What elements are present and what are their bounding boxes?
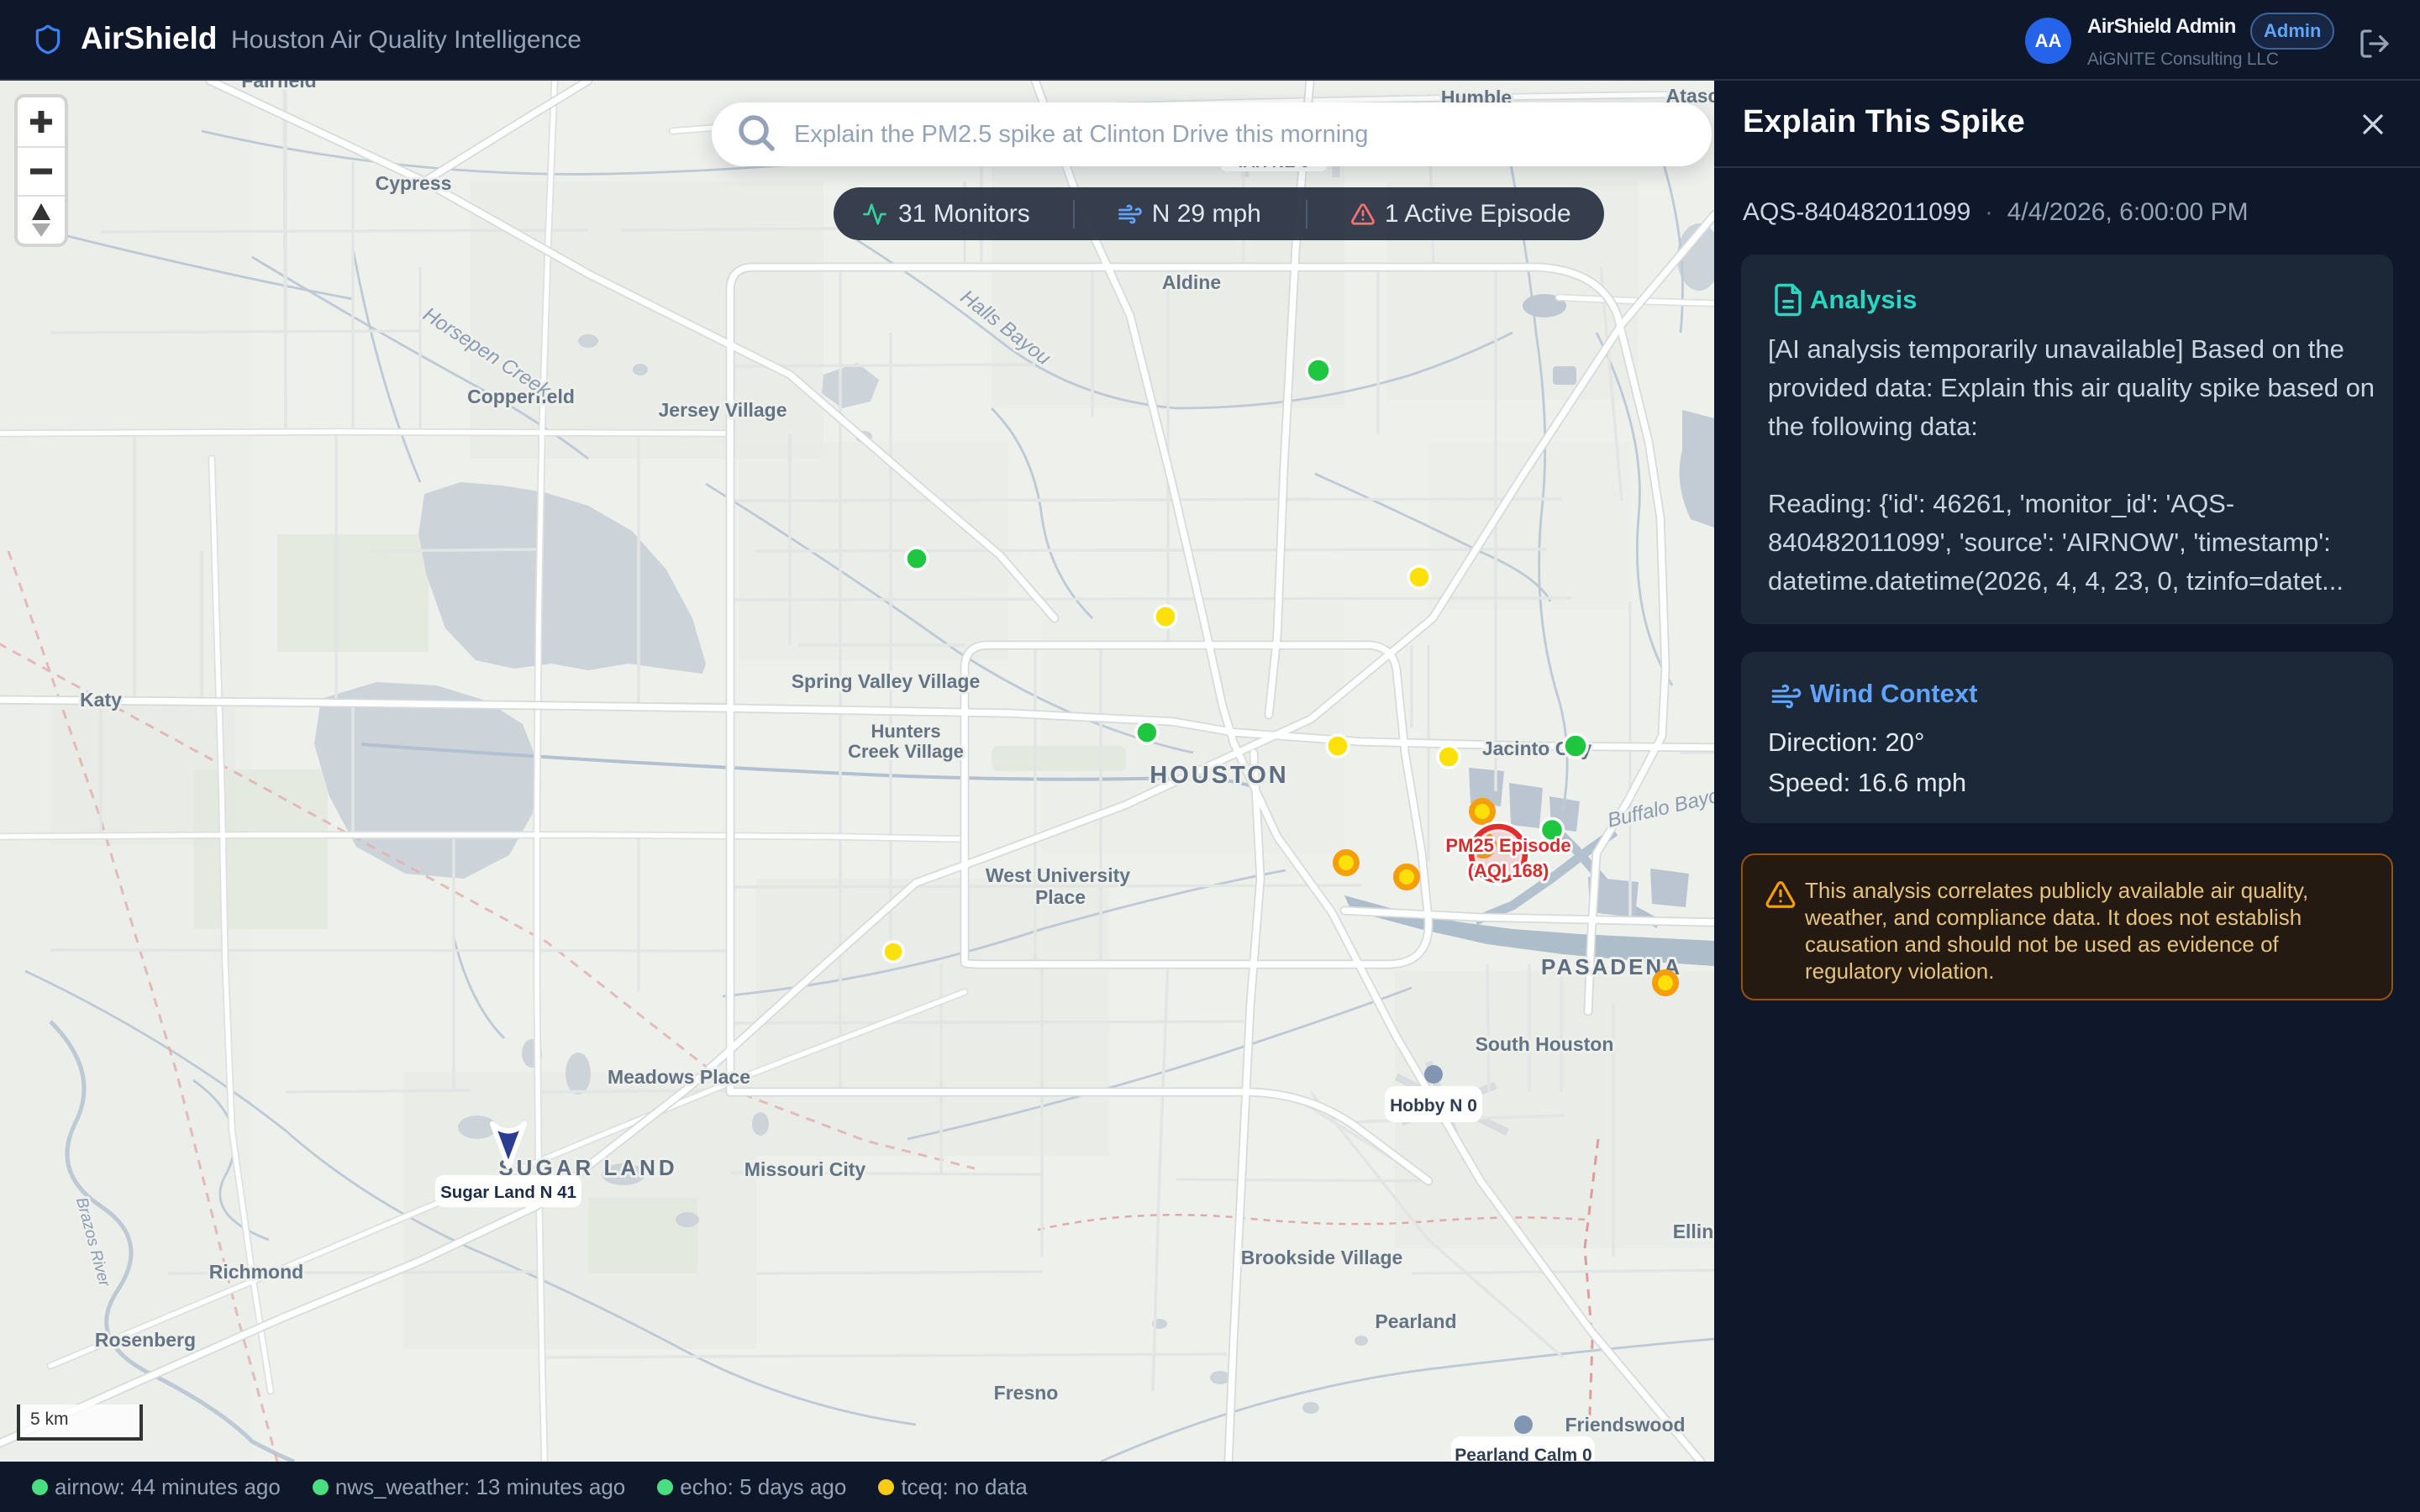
svg-text:PM25 Episode: PM25 Episode xyxy=(1445,835,1570,856)
svg-text:Richmond: Richmond xyxy=(209,1261,303,1283)
svg-text:Friendswood: Friendswood xyxy=(1565,1414,1685,1436)
svg-text:Aldine: Aldine xyxy=(1162,271,1221,293)
svg-text:Pearland Calm 0: Pearland Calm 0 xyxy=(1455,1446,1591,1462)
svg-text:Katy: Katy xyxy=(80,689,122,711)
svg-text:Spring Valley Village: Spring Valley Village xyxy=(792,670,981,692)
svg-text:West University: West University xyxy=(986,864,1130,886)
svg-text:Sugar Land N 41: Sugar Land N 41 xyxy=(440,1183,576,1202)
svg-text:Hobby N 0: Hobby N 0 xyxy=(1390,1096,1477,1116)
svg-text:Rosenberg: Rosenberg xyxy=(95,1329,196,1351)
svg-text:Jersey Village: Jersey Village xyxy=(658,399,786,421)
svg-text:South Houston: South Houston xyxy=(1476,1033,1614,1055)
svg-text:Brookside Village: Brookside Village xyxy=(1241,1247,1403,1268)
svg-text:Pearland: Pearland xyxy=(1375,1310,1456,1332)
svg-text:Elling: Elling xyxy=(1673,1221,1714,1242)
svg-text:HOUSTON: HOUSTON xyxy=(1150,762,1288,789)
svg-text:Creek Village: Creek Village xyxy=(848,741,964,762)
svg-text:Meadows Place: Meadows Place xyxy=(608,1066,750,1088)
svg-text:Fairfield: Fairfield xyxy=(241,81,316,92)
svg-text:Hunters: Hunters xyxy=(871,721,940,742)
svg-text:(AQI 168): (AQI 168) xyxy=(1468,860,1549,881)
svg-text:Cypress: Cypress xyxy=(376,172,452,194)
svg-text:Copperfield: Copperfield xyxy=(467,386,575,407)
svg-text:Place: Place xyxy=(1035,886,1086,908)
svg-text:Fresno: Fresno xyxy=(994,1382,1059,1404)
svg-text:Missouri City: Missouri City xyxy=(744,1158,866,1180)
svg-text:SUGAR LAND: SUGAR LAND xyxy=(498,1155,677,1180)
